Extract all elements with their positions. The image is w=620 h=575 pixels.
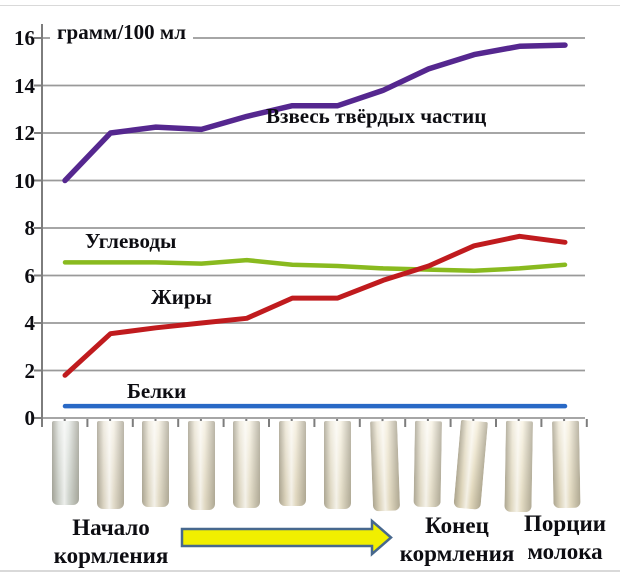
milk-portion-tube [413,420,443,508]
y-axis-tick-label: 12 [14,121,35,145]
milk-portion-tube [369,420,400,512]
y-axis-tick-label: 2 [24,358,36,383]
y-axis-tick-label: 4 [24,311,36,335]
y-axis-unit-label: грамм/100 мл [50,19,193,46]
series-label-solids: Взвесь твёрдых частиц [266,104,487,128]
series-label-fats: Жиры [151,285,212,309]
y-axis-tick-label: 16 [14,26,35,50]
milk-portion-tube [51,421,79,505]
milk-portions-label: Порции молока [524,511,606,564]
series-line-solids [62,42,568,184]
milk-portion-tube [187,421,215,510]
series-label-carbohydrates: Углеводы [85,229,177,253]
milk-portion-tube [324,421,352,509]
top-border-line [0,5,620,6]
series-line-fats [62,233,568,378]
milk-portion-tube [504,420,534,513]
end-of-feeding-label: Конец кормления [399,513,515,566]
milk-portion-tube [551,420,581,509]
y-axis-tick-label: 10 [14,168,35,193]
y-axis-tick-label: 14 [14,73,35,98]
milk-portion-tube [278,421,306,506]
y-axis-tick-label: 0 [24,406,36,430]
milk-portion-tube [96,421,124,509]
milk-portion-tube [233,421,261,508]
y-axis-tick-label: 6 [24,263,36,288]
start-of-feeding-label: Начало кормления [53,515,169,568]
y-axis-tick-label: 8 [24,216,36,240]
series-line-carbs [62,257,568,274]
arrow-shape [180,518,393,557]
feeding-direction-arrow-icon [180,518,393,557]
series-label-proteins: Белки [127,379,187,403]
milk-portion-tube [142,421,170,507]
bottom-border-line [0,570,620,572]
